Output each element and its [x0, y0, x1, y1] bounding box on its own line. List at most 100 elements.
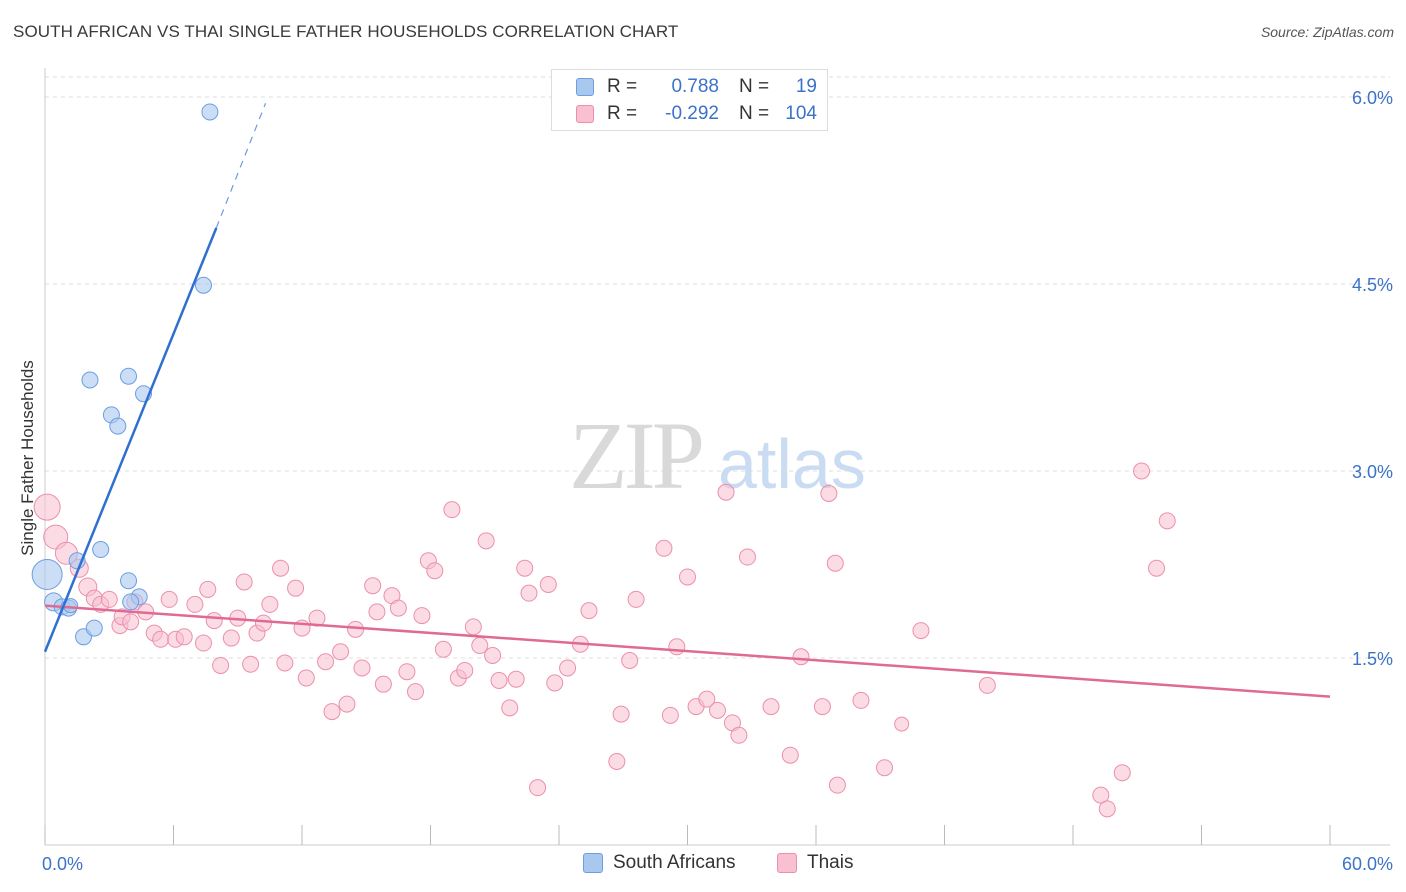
thais-point	[621, 651, 639, 669]
thais-point	[434, 640, 452, 658]
legend-item-thais: Thais	[777, 852, 853, 874]
thais-point	[1098, 800, 1116, 818]
thais-point	[717, 483, 735, 501]
thais-point	[608, 752, 626, 770]
thais-point	[762, 698, 780, 716]
thais-point	[668, 638, 686, 656]
source-label: Source: ZipAtlas.com	[1260, 24, 1394, 40]
thais-point	[1133, 462, 1151, 480]
y-tick-label: 4.5%	[1352, 275, 1393, 295]
watermark-atlas: atlas	[718, 425, 866, 503]
thais-point	[912, 622, 930, 640]
thais-point	[413, 607, 431, 625]
thais-point	[516, 559, 534, 577]
thais-point	[398, 663, 416, 681]
tick-labels: 1.5% 3.0% 4.5% 6.0% 0.0% 60.0%	[42, 88, 1393, 874]
thais-point	[792, 648, 810, 666]
legend-swatch-pink	[576, 105, 594, 123]
legend-n-label: N =	[739, 76, 770, 97]
thais-point	[820, 484, 838, 502]
thais-point	[627, 590, 645, 608]
thais-point	[222, 629, 240, 647]
thais-point	[852, 691, 870, 709]
south-africans-point	[81, 371, 99, 389]
legend-item-south-africans: South Africans	[583, 852, 736, 874]
thais-point	[1158, 512, 1176, 530]
thais-point	[235, 573, 253, 591]
thais-point	[1092, 786, 1110, 804]
thais-point	[374, 675, 392, 693]
thais-point	[317, 653, 335, 671]
legend-label-south-africans: South Africans	[613, 852, 736, 873]
legend-n-label: N =	[739, 103, 770, 124]
thais-point	[490, 671, 508, 689]
south-africans-point	[201, 103, 219, 121]
thais-point	[1113, 764, 1131, 782]
thais-point	[338, 695, 356, 713]
y-tick-label: 3.0%	[1352, 462, 1393, 482]
thais-point	[323, 703, 341, 721]
thais-point	[876, 759, 894, 777]
south-africans-point	[120, 367, 138, 385]
thais-point	[199, 580, 217, 598]
thais-point	[426, 562, 444, 580]
thais-point	[826, 554, 844, 572]
thais-point	[813, 698, 831, 716]
thais-point	[389, 599, 407, 617]
south-africans-point	[194, 276, 212, 294]
south-africans-points	[31, 103, 219, 646]
legend-n-value: 104	[785, 103, 817, 124]
thais-point	[261, 595, 279, 613]
watermark-zip: ZIP	[569, 402, 702, 509]
thais-point	[276, 654, 294, 672]
legend-swatch-blue	[576, 78, 594, 96]
thais-point	[612, 705, 630, 723]
thais-point	[738, 548, 756, 566]
watermark: ZIP atlas	[569, 402, 866, 509]
thais-point	[33, 493, 61, 521]
axes	[44, 68, 1390, 846]
legend-r-label: R =	[607, 76, 638, 97]
thais-point	[152, 630, 170, 648]
thais-point	[539, 575, 557, 593]
thais-trendline	[44, 604, 1331, 698]
chart-title: SOUTH AFRICAN VS THAI SINGLE FATHER HOUS…	[13, 22, 679, 41]
thais-point	[272, 559, 290, 577]
thais-point	[484, 647, 502, 665]
thais-point	[287, 579, 305, 597]
thais-point	[407, 683, 425, 701]
thais-point	[254, 614, 272, 632]
south-africans-point	[85, 619, 103, 637]
thais-point	[580, 602, 598, 620]
thais-point	[160, 590, 178, 608]
thais-point	[708, 701, 726, 719]
south-africans-point	[31, 558, 63, 590]
correlation-legend: R = 0.788 N = 19 R = -0.292 N = 104	[551, 69, 828, 131]
legend-r-value: -0.292	[665, 103, 719, 124]
thais-point	[297, 669, 315, 687]
thais-point	[332, 643, 350, 661]
thais-point	[347, 620, 365, 638]
thais-point	[364, 577, 382, 595]
thais-point	[212, 656, 230, 674]
thais-point	[507, 670, 525, 688]
legend-n-value: 19	[795, 76, 817, 97]
thais-point	[661, 706, 679, 724]
legend-row-thais: R = -0.292 N = 104	[576, 102, 817, 126]
thais-point	[546, 674, 564, 692]
thais-points	[33, 462, 1176, 818]
thais-point	[368, 603, 386, 621]
south-africans-trendline	[43, 227, 218, 653]
y-tick-label: 6.0%	[1352, 88, 1393, 108]
thais-point	[655, 539, 673, 557]
thais-point	[679, 568, 696, 586]
trendlines	[43, 103, 1331, 698]
gridlines	[45, 76, 1390, 659]
legend-r-value: 0.788	[671, 76, 719, 97]
legend-r-label: R =	[607, 103, 638, 124]
thais-point	[1148, 559, 1166, 577]
thais-point	[477, 532, 495, 550]
thais-point	[242, 655, 260, 673]
thais-point	[894, 716, 910, 732]
